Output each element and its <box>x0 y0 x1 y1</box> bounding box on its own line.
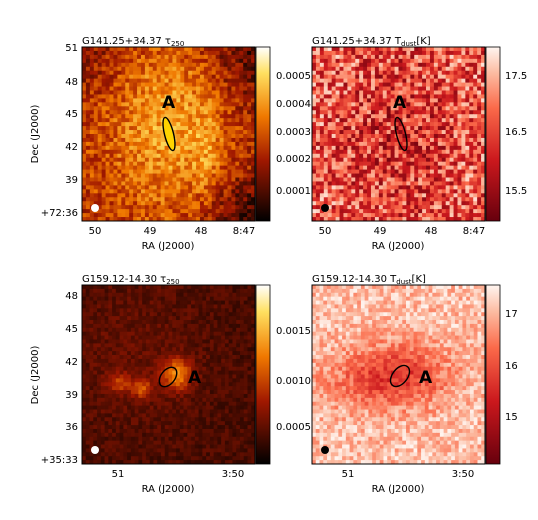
source-ellipse <box>394 116 408 152</box>
x-tick: 8:47 <box>463 226 485 237</box>
beam-marker <box>321 446 329 454</box>
temp-map <box>312 47 486 222</box>
beam-marker <box>91 446 99 454</box>
y-tick: 45 <box>65 324 78 335</box>
cb-tick: 16 <box>505 361 518 372</box>
colorbar <box>255 46 271 222</box>
x-axis-label: RA (J2000) <box>142 241 195 252</box>
x-tick: 49 <box>374 226 387 237</box>
tau-map <box>82 285 256 465</box>
x-tick: 3:50 <box>452 469 474 480</box>
x-tick: 48 <box>425 226 438 237</box>
x-tick: 51 <box>112 469 125 480</box>
panel-title: G159.12-14.30 τ250 <box>82 274 180 286</box>
source-label: A <box>162 93 176 113</box>
panel-title: G159.12-14.30 Tdust[K] <box>312 274 426 286</box>
source-label: A <box>393 93 407 113</box>
x-tick: 49 <box>144 226 157 237</box>
y-tick: 42 <box>65 357 78 368</box>
beam-marker <box>91 204 99 212</box>
cb-tick: 16.5 <box>505 127 527 138</box>
map-frame <box>81 46 256 222</box>
colorbar <box>255 284 271 465</box>
colorbar <box>485 284 501 465</box>
colorbar <box>485 46 501 222</box>
x-tick: 8:47 <box>233 226 255 237</box>
cb-tick: 15 <box>505 412 518 423</box>
y-tick: +72:36 <box>41 208 78 219</box>
y-axis-label: Dec (J2000) <box>30 105 41 164</box>
cb-tick: 17.5 <box>505 71 527 82</box>
x-axis-label: RA (J2000) <box>372 241 425 252</box>
x-tick: 50 <box>89 226 102 237</box>
map-frame <box>311 284 486 465</box>
cb-tick: 17 <box>505 309 518 320</box>
source-ellipse <box>389 364 411 388</box>
x-axis-label: RA (J2000) <box>142 484 195 495</box>
y-tick: 36 <box>65 422 78 433</box>
tau-map <box>82 47 256 222</box>
cb-tick: 15.5 <box>505 186 527 197</box>
map-frame <box>311 46 486 222</box>
cb-tick: 0.0005 <box>276 422 311 433</box>
panel-title: G141.25+34.37 Tdust[K] <box>312 36 431 48</box>
cb-tick: 0.0010 <box>276 376 311 387</box>
cb-tick: 0.0015 <box>276 326 311 337</box>
x-tick: 48 <box>195 226 208 237</box>
panel-tau-g159: G159.12-14.30 τ250 A 0.0015 0.0010 0.000… <box>30 274 311 495</box>
panel-tau-g141: G141.25+34.37 τ250 A 0.0005 0.0004 0.000… <box>30 36 311 252</box>
x-tick: 3:50 <box>222 469 244 480</box>
panel-title: G141.25+34.37 τ250 <box>82 36 184 48</box>
cb-tick: 0.0004 <box>276 99 311 110</box>
x-axis-label: RA (J2000) <box>372 484 425 495</box>
source-label: A <box>419 368 433 388</box>
source-label: A <box>188 368 202 388</box>
temp-map <box>312 285 486 465</box>
y-tick: 39 <box>65 390 78 401</box>
cb-tick: 0.0003 <box>276 127 311 138</box>
y-axis-label: Dec (J2000) <box>30 346 41 405</box>
map-frame <box>81 284 256 465</box>
source-ellipse <box>158 366 178 388</box>
y-tick: 51 <box>65 43 78 54</box>
panel-temp-g159: G159.12-14.30 Tdust[K] A 17 16 15 51 3:5… <box>311 274 518 495</box>
y-tick: 42 <box>65 142 78 153</box>
cb-tick: 0.0002 <box>276 154 311 165</box>
y-tick: +35:33 <box>41 455 78 466</box>
source-ellipse <box>162 116 176 152</box>
panel-temp-g141: G141.25+34.37 Tdust[K] A 17.5 16.5 15.5 … <box>311 36 527 252</box>
x-tick: 50 <box>319 226 332 237</box>
beam-marker <box>321 204 329 212</box>
cb-tick: 0.0005 <box>276 71 311 82</box>
y-tick: 39 <box>65 175 78 186</box>
y-tick: 48 <box>65 77 78 88</box>
cb-tick: 0.0001 <box>276 186 311 197</box>
x-tick: 51 <box>342 469 355 480</box>
y-tick: 48 <box>65 291 78 302</box>
y-tick: 45 <box>65 109 78 120</box>
